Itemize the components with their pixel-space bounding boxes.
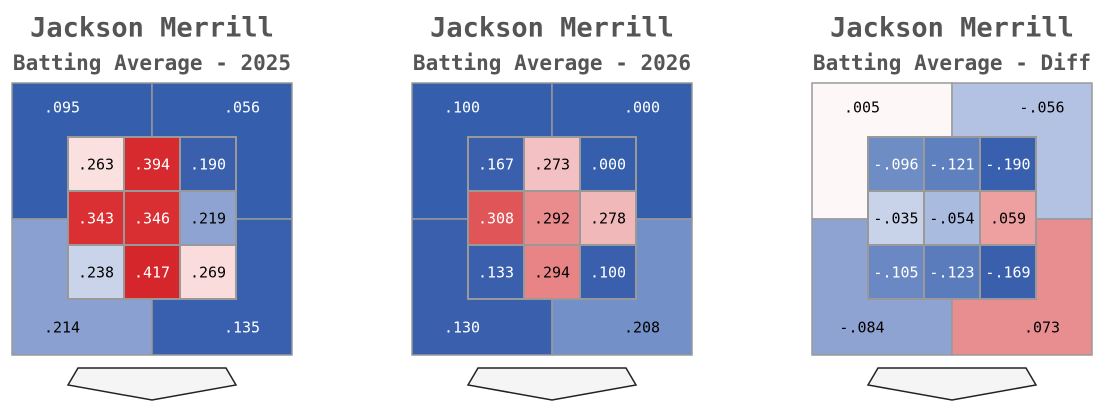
strike-cell <box>179 244 237 300</box>
strike-cell <box>579 136 637 192</box>
strike-cell <box>67 190 125 246</box>
strike-cell <box>579 244 637 300</box>
strike-label: .343 <box>78 210 114 228</box>
strike-label: .167 <box>478 156 514 174</box>
zone-label: .130 <box>444 319 480 337</box>
strike-cell <box>867 136 925 192</box>
strike-label: .308 <box>478 210 514 228</box>
strike-label: -.121 <box>929 156 974 174</box>
chart-title: Jackson Merrill <box>30 13 274 44</box>
strike-cell <box>979 244 1037 300</box>
zone-label: .000 <box>624 99 660 117</box>
zone-label: .208 <box>624 319 660 337</box>
strike-cell <box>979 136 1037 192</box>
chart-title: Jackson Merrill <box>830 13 1074 44</box>
strike-cell <box>523 244 581 300</box>
panel: Jackson Merrill Batting Average - 2026 .10… <box>411 13 693 401</box>
strike-cell <box>523 190 581 246</box>
strike-label: -.169 <box>985 264 1030 282</box>
strike-label: .000 <box>590 156 626 174</box>
strike-cell <box>979 190 1037 246</box>
chart-subtitle: Batting Average - 2025 <box>13 51 291 75</box>
strike-label: .190 <box>190 156 226 174</box>
strike-label: .269 <box>190 264 226 282</box>
strike-cell <box>123 244 181 300</box>
strike-cell <box>179 190 237 246</box>
chart-title: Jackson Merrill <box>430 13 674 44</box>
home-plate <box>866 367 1038 401</box>
strike-cell <box>467 190 525 246</box>
zone-label: .073 <box>1024 319 1060 337</box>
strike-label: .294 <box>534 264 570 282</box>
zone-label: .005 <box>844 99 880 117</box>
zone-label: .214 <box>44 319 80 337</box>
strike-label: .059 <box>990 210 1026 228</box>
chart-subtitle: Batting Average - Diff <box>813 51 1091 75</box>
chart-subtitle: Batting Average - 2026 <box>413 51 691 75</box>
zone-label: .100 <box>444 99 480 117</box>
zone-label: -.084 <box>839 319 884 337</box>
strike-label: .238 <box>78 264 114 282</box>
strike-label: .292 <box>534 210 570 228</box>
strike-label: -.123 <box>929 264 974 282</box>
strike-label: .133 <box>478 264 514 282</box>
strike-label: -.105 <box>873 264 918 282</box>
strike-cell <box>523 136 581 192</box>
strike-label: .263 <box>78 156 114 174</box>
home-plate <box>66 367 238 401</box>
zone-label: .095 <box>44 99 80 117</box>
zone-label: .135 <box>224 319 260 337</box>
zone-label: -.056 <box>1019 99 1064 117</box>
strike-label: -.096 <box>873 156 918 174</box>
strike-label: .278 <box>590 210 626 228</box>
panel: Jackson Merrill Batting Average - 2025 .09… <box>11 13 293 401</box>
strike-label: .417 <box>134 264 170 282</box>
home-plate <box>466 367 638 401</box>
panel: Jackson Merrill Batting Average - Diff .00… <box>811 13 1093 401</box>
zone-label: .056 <box>224 99 260 117</box>
strike-label: -.035 <box>873 210 918 228</box>
strike-cell <box>579 190 637 246</box>
strike-label: .273 <box>534 156 570 174</box>
strike-cell <box>867 244 925 300</box>
strike-label: -.054 <box>929 210 974 228</box>
strike-cell <box>923 244 981 300</box>
strike-label: .100 <box>590 264 626 282</box>
strike-label: .394 <box>134 156 170 174</box>
strike-label: .346 <box>134 210 170 228</box>
strike-cell <box>123 136 181 192</box>
strike-label: -.190 <box>985 156 1030 174</box>
strike-label: .219 <box>190 210 226 228</box>
